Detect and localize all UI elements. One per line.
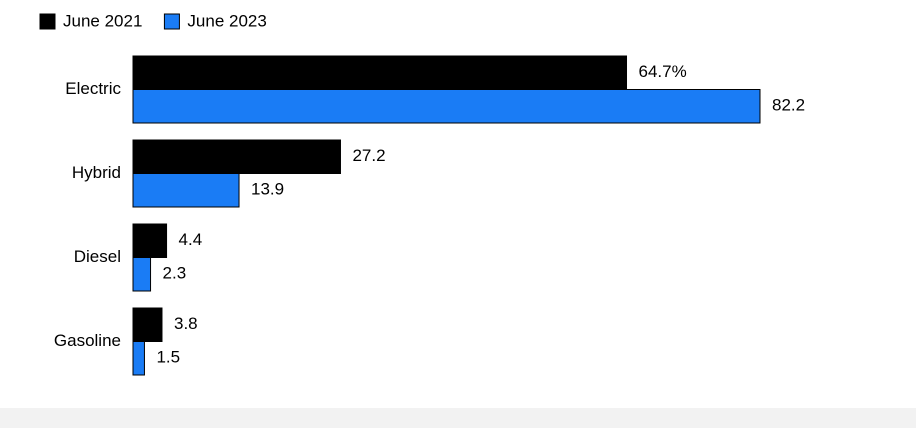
category-label: Electric (65, 79, 121, 98)
legend-label: June 2023 (187, 11, 266, 30)
legend-swatch (39, 13, 56, 30)
bar (132, 139, 341, 174)
legend-label: June 2021 (63, 11, 142, 30)
bar (132, 307, 163, 342)
value-label: 82.2 (772, 96, 805, 115)
bar (132, 341, 145, 376)
value-label: 4.4 (179, 230, 203, 249)
category-label: Diesel (74, 247, 121, 266)
bar (132, 257, 152, 292)
bar (132, 55, 628, 90)
bar (132, 89, 761, 124)
value-label: 2.3 (163, 264, 187, 283)
footer-band (0, 408, 916, 428)
value-label: 1.5 (156, 348, 180, 367)
bar (132, 223, 168, 258)
value-label: 13.9 (251, 180, 284, 199)
legend-swatch (163, 13, 180, 30)
bar (132, 173, 240, 208)
category-label: Gasoline (54, 331, 121, 350)
value-label: 3.8 (174, 314, 198, 333)
category-label: Hybrid (72, 163, 121, 182)
value-label: 64.7% (639, 62, 687, 81)
value-label: 27.2 (352, 146, 385, 165)
